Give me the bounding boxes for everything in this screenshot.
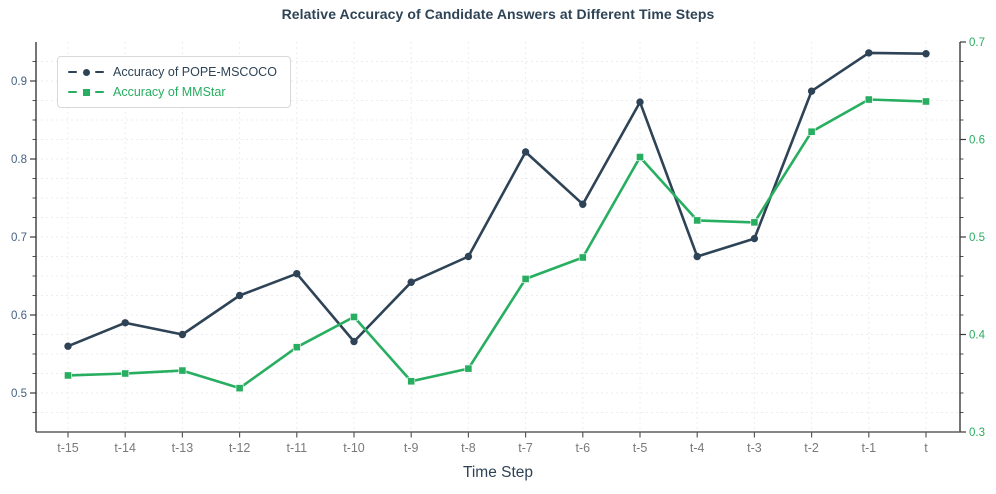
data-point xyxy=(178,366,187,375)
x-tick-label: t-14 xyxy=(114,441,136,455)
right-tick-label: 0.5 xyxy=(969,232,985,244)
left-tick-label: 0.5 xyxy=(11,388,27,400)
line-circle-marker-icon xyxy=(68,67,104,77)
x-tick-label: t-3 xyxy=(747,441,762,455)
left-tick-label: 0.8 xyxy=(11,154,27,166)
data-point xyxy=(807,127,816,136)
x-tick-label: t-8 xyxy=(461,441,476,455)
x-tick-label: t-4 xyxy=(690,441,705,455)
data-point xyxy=(636,98,644,106)
data-point xyxy=(407,377,416,386)
x-tick-label: t-5 xyxy=(633,441,648,455)
data-point xyxy=(865,49,873,57)
data-point xyxy=(464,364,473,373)
legend: Accuracy of POPE-MSCOCO Accuracy of MMSt… xyxy=(57,56,291,108)
data-point xyxy=(807,87,816,95)
legend-item: Accuracy of POPE-MSCOCO xyxy=(68,64,277,80)
x-tick-label: t-10 xyxy=(343,441,365,455)
line-square-marker-icon xyxy=(68,87,104,97)
left-tick-label: 0.6 xyxy=(11,310,27,322)
right-tick-label: 0.4 xyxy=(969,330,986,342)
data-point xyxy=(922,97,930,106)
data-point xyxy=(64,371,72,380)
data-point xyxy=(292,343,301,352)
right-tick-label: 0.3 xyxy=(969,427,985,439)
x-tick-label: t-15 xyxy=(57,441,79,455)
data-point xyxy=(235,291,244,300)
data-point xyxy=(864,95,873,104)
series-line xyxy=(66,98,928,390)
right-tick-label: 0.7 xyxy=(969,37,985,49)
data-point xyxy=(693,252,701,261)
data-point xyxy=(636,153,644,161)
x-tick-label: t-6 xyxy=(576,441,591,455)
data-point xyxy=(464,252,473,261)
x-tick-label: t-13 xyxy=(172,441,194,455)
data-point xyxy=(750,218,759,227)
data-point xyxy=(121,319,129,327)
x-tick-label: t-2 xyxy=(804,441,819,455)
left-tick-label: 0.9 xyxy=(11,76,27,88)
x-tick-label: t-12 xyxy=(229,441,251,455)
data-point xyxy=(293,269,301,278)
data-point xyxy=(350,337,358,346)
data-point xyxy=(121,369,130,378)
data-point xyxy=(407,278,415,286)
data-point xyxy=(235,384,244,393)
data-point xyxy=(64,342,72,350)
left-tick-label: 0.7 xyxy=(11,232,27,244)
chart-title: Relative Accuracy of Candidate Answers a… xyxy=(281,6,715,22)
data-point xyxy=(750,234,759,243)
data-point xyxy=(178,330,187,339)
x-tick-label: t-1 xyxy=(862,441,877,455)
series-line xyxy=(66,51,928,348)
legend-label: Accuracy of MMStar xyxy=(113,85,226,99)
data-point xyxy=(693,216,702,225)
x-axis-label: Time Step xyxy=(462,464,534,481)
data-point xyxy=(521,275,530,283)
x-tick-label: t-11 xyxy=(286,441,307,455)
right-tick-label: 0.6 xyxy=(969,135,985,147)
data-point xyxy=(521,148,530,156)
x-tick-label: t-7 xyxy=(518,441,533,455)
circle-marker-icon xyxy=(82,68,90,76)
square-marker-icon xyxy=(82,88,90,96)
data-point xyxy=(579,200,587,208)
x-tick-label: t xyxy=(924,441,928,455)
data-point xyxy=(350,313,358,321)
x-tick-label: t-9 xyxy=(404,441,419,455)
legend-item: Accuracy of MMStar xyxy=(68,84,277,100)
legend-label: Accuracy of POPE-MSCOCO xyxy=(113,65,277,79)
data-point xyxy=(922,50,930,58)
data-point xyxy=(578,253,587,262)
